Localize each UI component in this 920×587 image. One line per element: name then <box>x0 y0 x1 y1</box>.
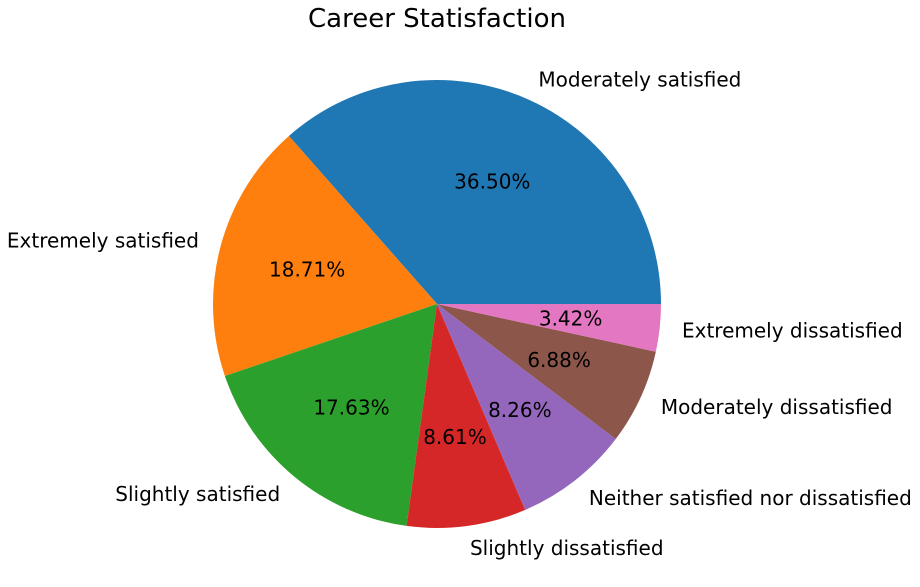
chart-title: Career Statisfaction <box>308 4 566 34</box>
pie-slices <box>212 79 661 529</box>
slice-label-4: Neither satisfied nor dissatisfied <box>589 486 912 510</box>
slice-label-2: Slightly satisfied <box>115 482 280 506</box>
slice-label-1: Extremely satisfied <box>7 228 199 252</box>
percent-label-2: 17.63% <box>313 396 389 420</box>
pie-slice-1 <box>212 135 437 376</box>
slice-label-5: Moderately dissatisfied <box>661 395 893 419</box>
pie-slice-4 <box>437 304 616 510</box>
slice-label-0: Moderately satisfied <box>538 67 741 91</box>
percent-label-1: 18.71% <box>269 257 345 281</box>
slice-label-3: Slightly dissatisfied <box>470 536 664 560</box>
pie-slice-6 <box>437 304 661 352</box>
percent-label-3: 8.61% <box>423 425 487 449</box>
slice-label-6: Extremely dissatisfied <box>682 318 903 342</box>
percent-label-0: 36.50% <box>454 170 530 194</box>
slice-labels: Moderately satisfied Extremely satisfied S… <box>7 67 912 560</box>
pie-slice-0 <box>288 79 661 305</box>
percent-label-6: 3.42% <box>539 306 603 330</box>
pie-slice-5 <box>437 304 656 440</box>
pie-slice-3 <box>406 304 526 529</box>
pie-slice-2 <box>224 304 437 526</box>
percent-labels: 36.50% 18.71% 17.63% 8.61%8.26% 6.88% 3.42% <box>269 170 602 450</box>
percent-label-5: 6.88% <box>527 348 591 372</box>
percent-label-4: 8.26% <box>488 398 552 422</box>
